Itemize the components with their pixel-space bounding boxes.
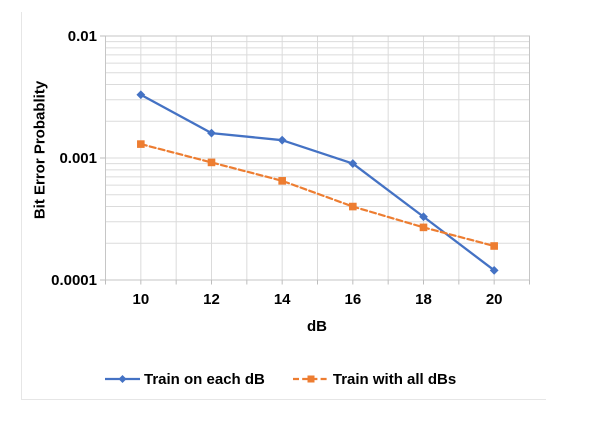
data-point-square-train-with-all-dbs: [278, 177, 286, 185]
x-axis-title: dB: [307, 318, 327, 335]
legend: Train on each dB Train with all dBs: [104, 369, 456, 389]
y-tick-label: 0.0001: [51, 272, 97, 289]
data-point-diamond-train-on-each-db: [348, 159, 358, 168]
data-point-square-train-with-all-dbs: [207, 158, 216, 167]
x-tick-label: 12: [203, 291, 220, 308]
legend-line-square-sample: [292, 375, 329, 383]
legend-line-diamond-sample: [105, 375, 140, 383]
y-tick-label: 0.001: [59, 150, 97, 167]
data-point-square-train-with-all-dbs: [490, 242, 498, 250]
legend-label-series1: Train on each dB: [144, 370, 265, 388]
data-point-square-train-with-all-dbs: [419, 223, 428, 232]
legend-item-train-with-all-dbs: Train with all dBs: [292, 371, 456, 388]
data-point-diamond-train-on-each-db: [419, 212, 428, 222]
x-tick-label: 20: [486, 291, 503, 308]
x-tick-label: 14: [274, 291, 291, 308]
y-axis-title: Bit Error Probablity: [31, 80, 49, 220]
y-tick-label: 0.01: [68, 28, 97, 45]
x-tick-label: 18: [415, 291, 432, 308]
diamond-marker-icon: [118, 375, 127, 383]
legend-label-series2: Train with all dBs: [332, 370, 457, 388]
data-point-diamond-train-on-each-db: [207, 128, 216, 138]
data-point-diamond-train-on-each-db: [277, 135, 287, 145]
legend-item-train-on-each-db: Train on each dB: [104, 371, 265, 388]
data-point-square-train-with-all-dbs: [349, 202, 357, 211]
series-line-train-with-all-dbs: [139, 142, 496, 248]
series-line-train-on-each-db: [139, 93, 496, 272]
x-tick-label: 16: [344, 291, 361, 308]
x-tick-label: 10: [132, 291, 149, 308]
data-point-diamond-train-on-each-db: [136, 90, 146, 100]
data-point-square-train-with-all-dbs: [137, 140, 145, 148]
square-marker-icon: [307, 375, 315, 383]
data-point-diamond-train-on-each-db: [489, 265, 499, 275]
